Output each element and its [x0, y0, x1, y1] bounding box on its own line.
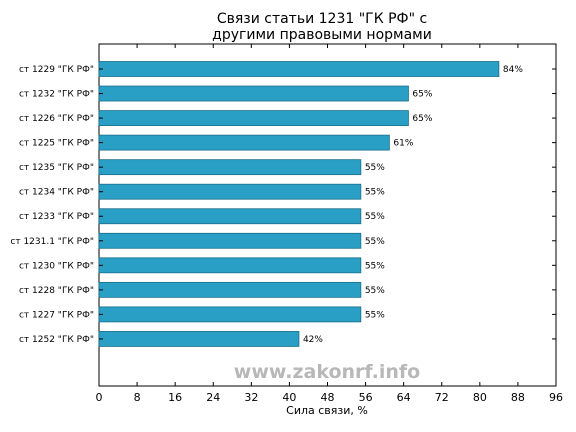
bar-value-label: 61%	[393, 139, 413, 149]
x-tick-label: 16	[168, 391, 182, 404]
bar	[98, 85, 409, 102]
bar	[98, 61, 500, 77]
category-label: ст 1227 "ГК РФ"	[19, 310, 94, 320]
watermark: www.zakonrf.info	[234, 361, 420, 383]
category-label: ст 1234 "ГК РФ"	[19, 188, 94, 198]
bar-value-label: 55%	[365, 310, 385, 320]
bar	[98, 331, 300, 347]
bar-value-label: 65%	[412, 114, 432, 124]
bar-value-label: 42%	[303, 335, 323, 345]
bar-value-label: 65%	[412, 90, 432, 100]
x-axis-label: Сила связи, %	[286, 404, 368, 417]
x-tick-label: 88	[511, 391, 525, 404]
category-label: ст 1232 "ГК РФ"	[19, 90, 94, 100]
chart-title-line-2: другими правовыми нормами	[212, 27, 432, 43]
bar	[98, 257, 362, 274]
bar	[98, 183, 362, 200]
x-tick-label: 56	[359, 391, 373, 404]
category-label: ст 1226 "ГК РФ"	[19, 114, 94, 124]
bars-group: 84% ст 1229 "ГК РФ" 65% ст 1232 "ГК РФ" 65% с…	[10, 61, 556, 347]
bar-value-label: 84%	[503, 65, 523, 75]
chart-title-line-1: Связи статьи 1231 "ГК РФ" с	[217, 11, 427, 27]
category-label: ст 1225 "ГК РФ"	[19, 139, 94, 149]
bar	[98, 208, 362, 225]
bar-value-label: 55%	[365, 237, 385, 247]
category-label: ст 1235 "ГК РФ"	[19, 163, 94, 173]
x-tick-label: 40	[282, 391, 296, 404]
category-label: ст 1231.1 "ГК РФ"	[10, 237, 94, 247]
bar-value-label: 55%	[365, 188, 385, 198]
x-tick-label: 48	[321, 391, 335, 404]
bar	[98, 306, 362, 323]
x-tick-label: 32	[244, 391, 258, 404]
category-label: ст 1228 "ГК РФ"	[19, 286, 94, 296]
bar-value-label: 55%	[365, 163, 385, 173]
category-label: ст 1252 "ГК РФ"	[19, 335, 94, 345]
bar-value-label: 55%	[365, 212, 385, 222]
x-tick-label: 24	[206, 391, 220, 404]
bar	[98, 110, 409, 126]
category-label: ст 1230 "ГК РФ"	[19, 261, 94, 271]
bar	[98, 281, 362, 298]
x-tick-label: 8	[134, 391, 141, 404]
bar-value-label: 55%	[365, 286, 385, 296]
bar	[98, 134, 390, 151]
category-label: ст 1233 "ГК РФ"	[19, 212, 94, 222]
x-tick-label: 0	[96, 391, 103, 404]
x-tick-label: 80	[473, 391, 487, 404]
bar	[98, 232, 362, 249]
bar-value-label: 55%	[365, 261, 385, 271]
x-tick-label: 64	[397, 391, 411, 404]
x-tick-label: 72	[435, 391, 449, 404]
bar	[98, 159, 362, 176]
x-axis-ticks: 0 8 16 24 32 40 48 56 64 72 80 88 96	[96, 44, 563, 404]
category-label: ст 1229 "ГК РФ"	[19, 65, 94, 75]
x-tick-label: 96	[549, 391, 563, 404]
